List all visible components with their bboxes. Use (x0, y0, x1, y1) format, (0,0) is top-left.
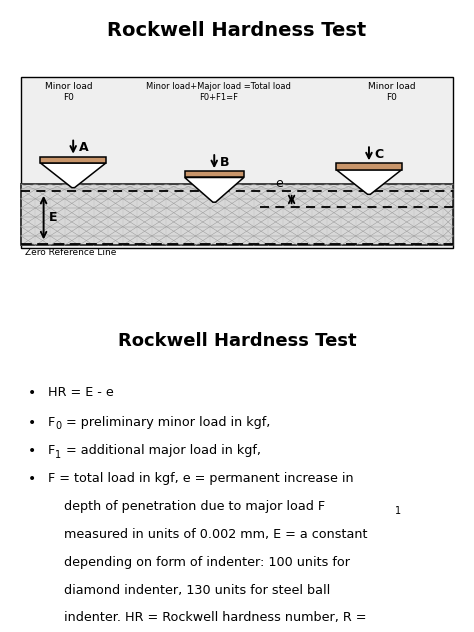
Polygon shape (336, 169, 402, 195)
Bar (336, 163, 402, 169)
Text: •: • (27, 444, 36, 458)
Text: indenter. HR = Rockwell hardness number, R =: indenter. HR = Rockwell hardness number,… (64, 612, 366, 624)
Text: F: F (48, 444, 55, 457)
Text: E: E (49, 211, 57, 224)
Text: C: C (374, 148, 383, 161)
Text: F = total load in kgf, e = permanent increase in: F = total load in kgf, e = permanent inc… (48, 473, 354, 485)
Text: Minor load+Major load =Total load
F0+F1=F: Minor load+Major load =Total load F0+F1=… (146, 82, 291, 102)
Text: 0: 0 (55, 421, 62, 431)
Text: HR = E - e: HR = E - e (48, 386, 114, 399)
Text: e: e (276, 177, 283, 190)
Bar (21, 76, 453, 248)
Polygon shape (40, 163, 106, 188)
Bar (40, 157, 106, 163)
Text: 1: 1 (55, 450, 62, 459)
Text: A: A (79, 142, 88, 154)
Text: •: • (27, 416, 36, 430)
Text: B: B (220, 156, 229, 169)
Text: Minor load
F0: Minor load F0 (45, 82, 92, 102)
Text: Rockwell Hardness Test: Rockwell Hardness Test (118, 332, 356, 349)
Text: depth of penetration due to major load F: depth of penetration due to major load F (64, 501, 325, 513)
Text: 1: 1 (395, 506, 401, 516)
Text: diamond indenter, 130 units for steel ball: diamond indenter, 130 units for steel ba… (64, 584, 330, 597)
Polygon shape (185, 178, 244, 202)
Text: Minor load
F0: Minor load F0 (368, 82, 416, 102)
Bar (185, 171, 244, 178)
Text: measured in units of 0.002 mm, E = a constant: measured in units of 0.002 mm, E = a con… (64, 528, 367, 541)
Text: Zero Reference Line: Zero Reference Line (26, 248, 117, 257)
Text: •: • (27, 386, 36, 399)
Text: = preliminary minor load in kgf,: = preliminary minor load in kgf, (62, 416, 270, 428)
Text: Rockwell Hardness Test: Rockwell Hardness Test (108, 21, 366, 40)
Text: •: • (27, 473, 36, 487)
Bar (21, 184, 453, 245)
Text: depending on form of indenter: 100 units for: depending on form of indenter: 100 units… (64, 556, 350, 569)
Text: = additional major load in kgf,: = additional major load in kgf, (62, 444, 261, 457)
Text: F: F (48, 416, 55, 428)
